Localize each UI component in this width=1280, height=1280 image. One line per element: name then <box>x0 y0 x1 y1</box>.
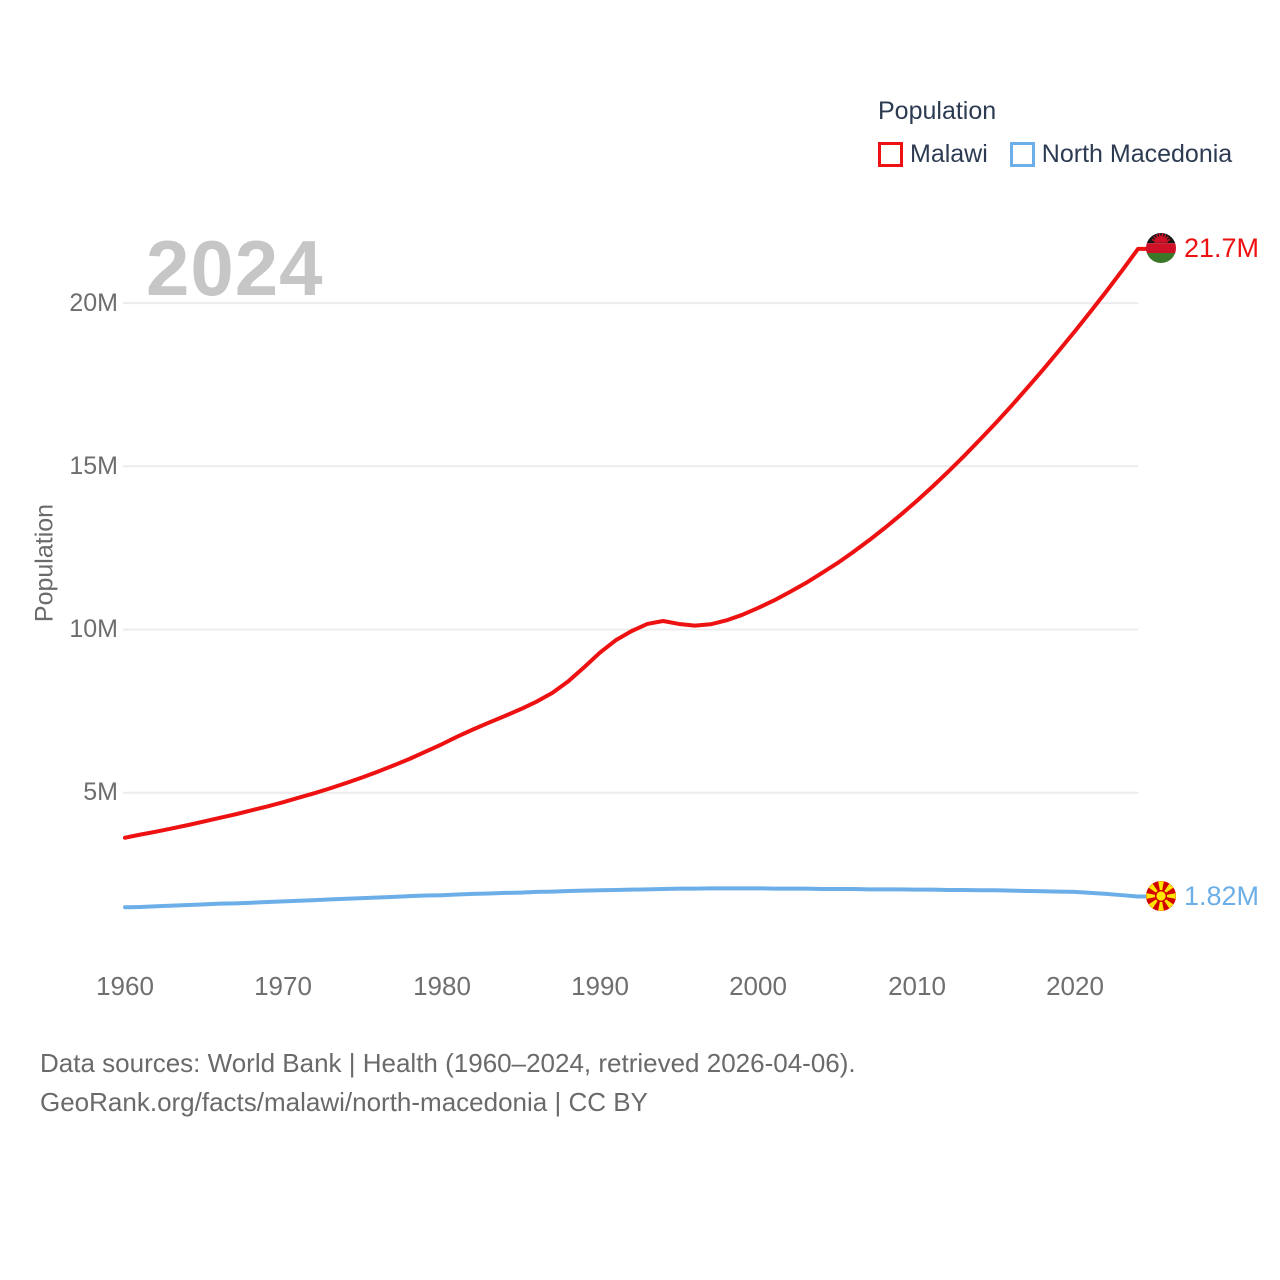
footer-attribution: Data sources: World Bank | Health (1960–… <box>40 1044 856 1122</box>
legend-label-north-macedonia: North Macedonia <box>1041 140 1233 168</box>
legend-label-malawi: Malawi <box>910 140 988 168</box>
legend-item-north-macedonia[interactable]: North Macedonia <box>1009 140 1233 169</box>
legend-title: Population <box>878 97 997 125</box>
population-line-chart <box>123 246 1154 910</box>
x-tick-2000: 2000 <box>729 971 787 1001</box>
series-line-north-macedonia[interactable] <box>123 886 1154 910</box>
y-tick-10m: 10M <box>69 615 118 643</box>
x-tick-2020: 2020 <box>1046 971 1104 1001</box>
footer-source-url: GeoRank.org/facts/malawi/north-macedonia… <box>40 1087 648 1117</box>
x-tick-1970: 1970 <box>254 971 312 1001</box>
legend-items: Malawi North Macedonia <box>878 140 1232 169</box>
north-macedonia-series-swatch-icon <box>1009 142 1035 167</box>
watermark-year: 2024 <box>146 224 324 312</box>
y-axis-title: Population <box>30 503 59 623</box>
north-macedonia-end-value: 1.82M <box>1184 881 1260 911</box>
series-line-malawi[interactable] <box>123 246 1154 840</box>
chart-legend: Population Malawi North Macedonia <box>878 97 1232 169</box>
footer-data-sources: Data sources: World Bank | Health (1960–… <box>40 1048 856 1078</box>
x-tick-1990: 1990 <box>571 971 629 1001</box>
x-tick-1980: 1980 <box>413 971 471 1001</box>
malawi-end-value: 21.7M <box>1184 233 1260 263</box>
y-tick-5m: 5M <box>83 778 118 806</box>
y-tick-15m: 15M <box>69 452 118 480</box>
x-tick-2010: 2010 <box>888 971 946 1001</box>
north-macedonia-flag-icon <box>1146 881 1176 911</box>
malawi-series-swatch-icon <box>878 142 903 167</box>
y-tick-20m: 20M <box>69 289 118 317</box>
legend-item-malawi[interactable]: Malawi <box>878 140 988 169</box>
malawi-flag-icon <box>1146 233 1176 263</box>
x-tick-1960: 1960 <box>96 971 154 1001</box>
